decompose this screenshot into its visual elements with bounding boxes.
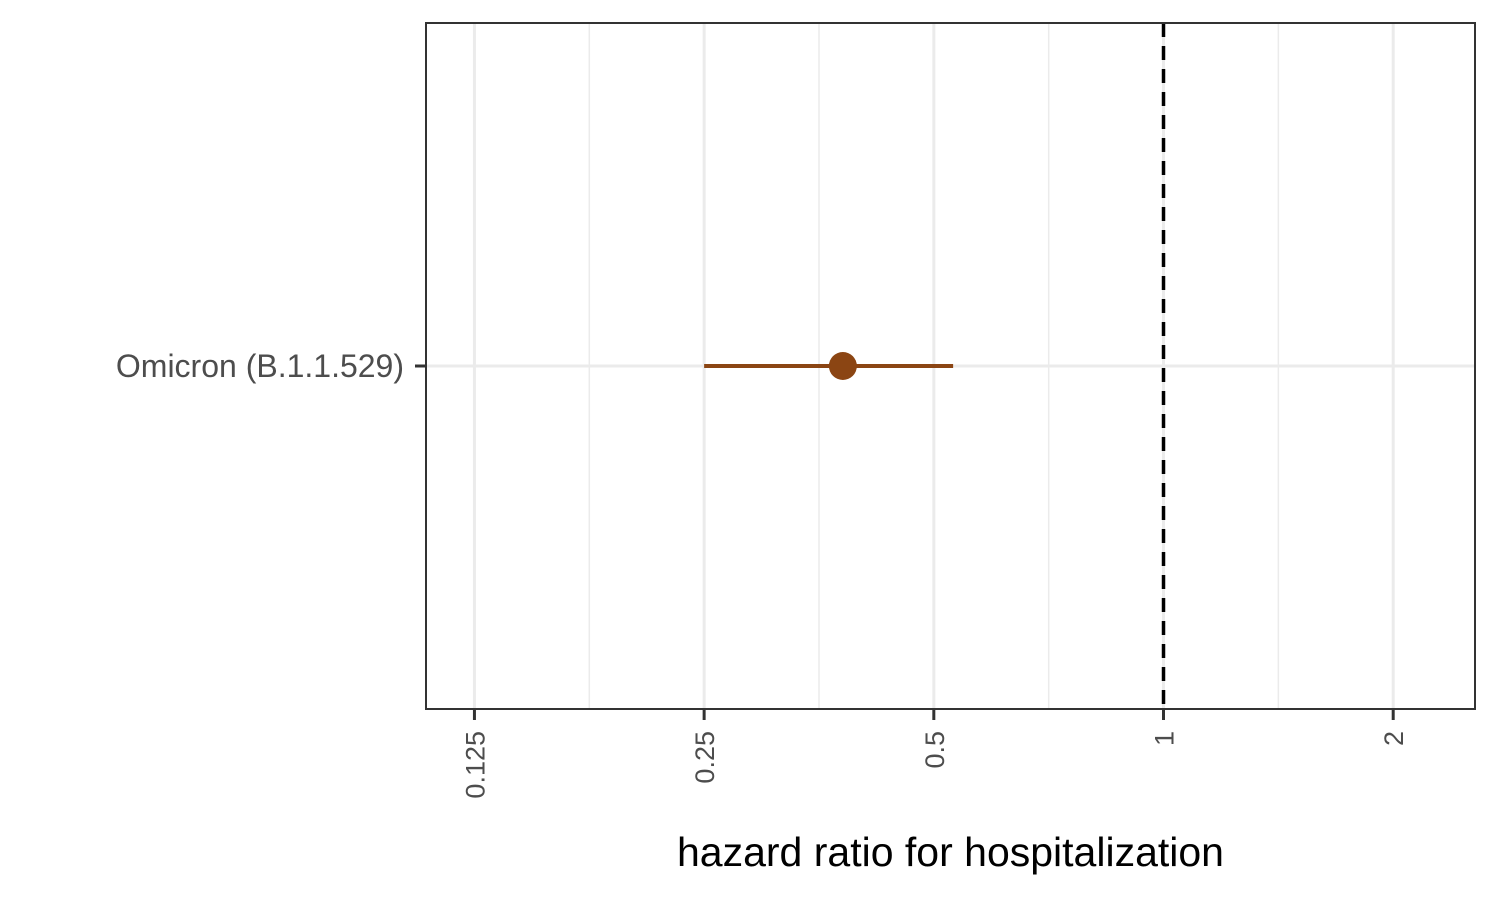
x-tick-label: 1 bbox=[1150, 731, 1180, 746]
x-tick-label: 0.25 bbox=[690, 731, 720, 784]
axis-layer: 0.125 0.25 0.5 1 2 Omicron (B.1.1.529) bbox=[116, 348, 1409, 799]
x-tick-label: 0.5 bbox=[920, 731, 950, 769]
y-category-label: Omicron (B.1.1.529) bbox=[116, 348, 404, 384]
x-tick-label: 0.125 bbox=[460, 731, 490, 799]
data-layer bbox=[704, 352, 954, 380]
point-estimate bbox=[828, 352, 857, 380]
x-axis-title: hazard ratio for hospitalization bbox=[677, 829, 1224, 875]
x-tick-label: 2 bbox=[1379, 731, 1409, 746]
